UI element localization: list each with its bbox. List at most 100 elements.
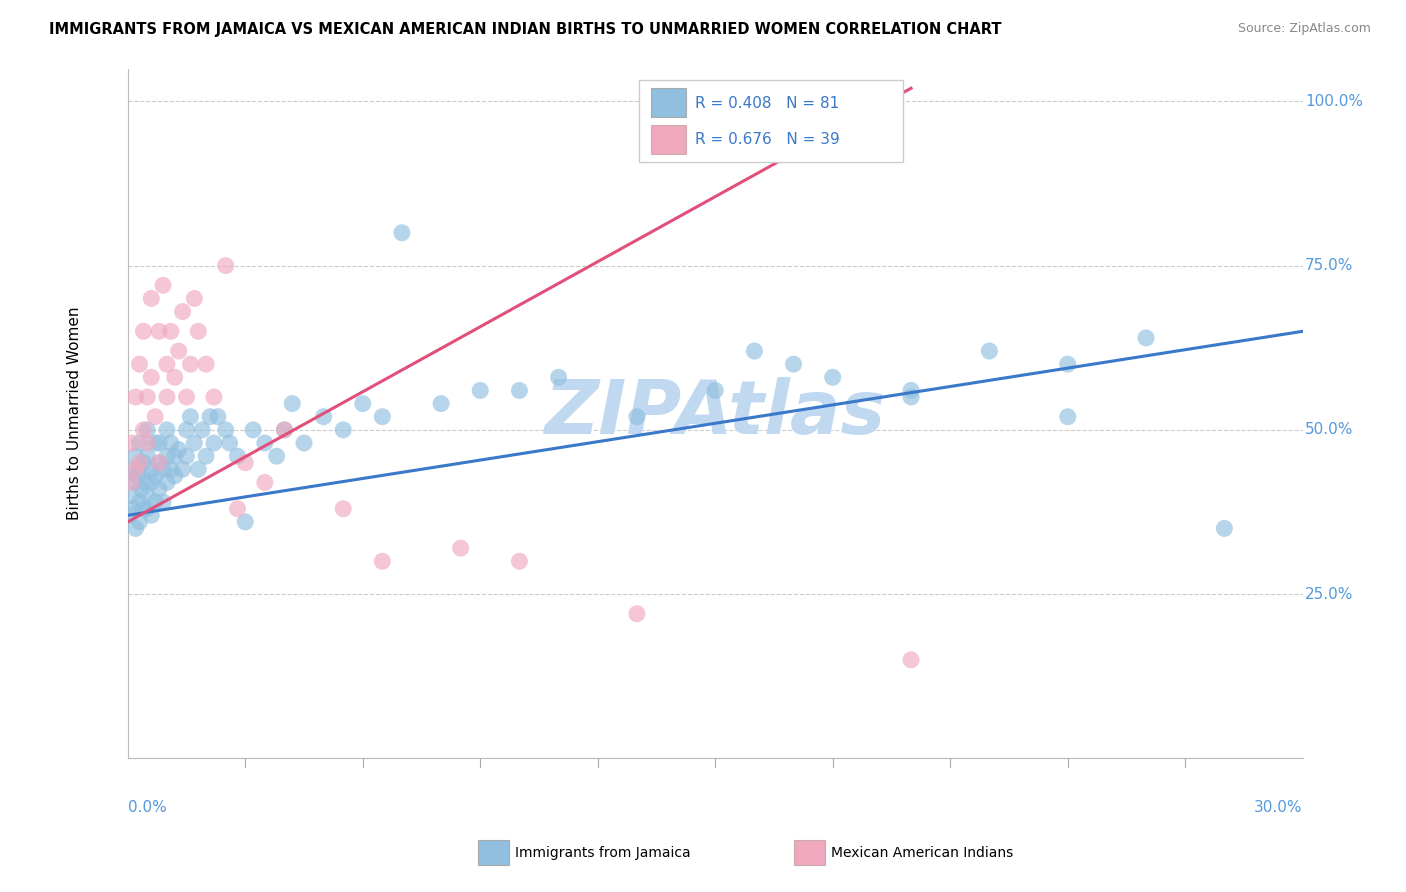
Point xyxy=(118,508,141,523)
Point xyxy=(821,370,844,384)
Point xyxy=(273,423,295,437)
Point xyxy=(128,456,150,470)
Point xyxy=(163,370,186,384)
Point xyxy=(1056,409,1078,424)
Point xyxy=(132,423,155,437)
Text: Mexican American Indians: Mexican American Indians xyxy=(831,846,1014,860)
Point xyxy=(136,390,159,404)
Point xyxy=(233,456,256,470)
Point xyxy=(1135,331,1157,345)
Point xyxy=(143,495,166,509)
Point xyxy=(160,436,183,450)
Point xyxy=(128,515,150,529)
Point xyxy=(141,462,163,476)
Point xyxy=(207,409,229,424)
Point xyxy=(124,390,146,404)
Text: Births to Unmarried Women: Births to Unmarried Women xyxy=(67,307,83,520)
Point xyxy=(141,475,163,490)
Point xyxy=(195,357,218,371)
Point xyxy=(292,436,315,450)
Text: 0.0%: 0.0% xyxy=(128,800,166,814)
Point xyxy=(198,409,221,424)
Point xyxy=(191,423,214,437)
Point xyxy=(470,384,492,398)
Point xyxy=(979,344,1001,359)
Bar xyxy=(651,125,686,153)
Point xyxy=(183,436,205,450)
Point xyxy=(163,468,186,483)
Point xyxy=(121,462,143,476)
Point xyxy=(626,409,648,424)
Point xyxy=(156,423,179,437)
Point xyxy=(273,423,295,437)
Point xyxy=(132,324,155,338)
Point xyxy=(332,501,354,516)
Point xyxy=(233,515,256,529)
Point xyxy=(371,554,394,568)
Point xyxy=(176,449,198,463)
Point xyxy=(215,259,238,273)
Point xyxy=(127,468,149,483)
Point xyxy=(124,462,146,476)
Point xyxy=(143,468,166,483)
Point xyxy=(121,489,143,503)
Point xyxy=(900,390,922,404)
Point xyxy=(148,456,170,470)
Point xyxy=(176,423,198,437)
Point xyxy=(124,475,146,490)
Text: ZIPAtlas: ZIPAtlas xyxy=(544,377,886,450)
Point xyxy=(266,449,288,463)
Point xyxy=(172,462,194,476)
Point xyxy=(152,462,174,476)
Point xyxy=(152,495,174,509)
Point xyxy=(900,384,922,398)
Point xyxy=(226,501,249,516)
Point xyxy=(156,357,179,371)
Point xyxy=(121,436,143,450)
Point xyxy=(226,449,249,463)
Point xyxy=(156,449,179,463)
Text: Source: ZipAtlas.com: Source: ZipAtlas.com xyxy=(1237,22,1371,36)
Point xyxy=(900,653,922,667)
Point xyxy=(626,607,648,621)
Point xyxy=(253,475,276,490)
Point xyxy=(148,482,170,496)
Text: R = 0.408   N = 81: R = 0.408 N = 81 xyxy=(695,95,839,111)
Point xyxy=(253,436,276,450)
Point xyxy=(156,475,179,490)
Point xyxy=(371,409,394,424)
Point xyxy=(124,449,146,463)
Point xyxy=(134,475,156,490)
Point xyxy=(508,554,530,568)
Point xyxy=(450,541,472,555)
Point xyxy=(744,344,766,359)
Point xyxy=(148,456,170,470)
Point xyxy=(352,396,374,410)
Point xyxy=(332,423,354,437)
Point xyxy=(124,521,146,535)
Point xyxy=(187,324,209,338)
Point xyxy=(136,501,159,516)
Bar xyxy=(651,88,686,117)
Point xyxy=(704,384,727,398)
Point xyxy=(136,436,159,450)
Point xyxy=(143,409,166,424)
Point xyxy=(176,390,198,404)
Point xyxy=(508,384,530,398)
Point xyxy=(163,449,186,463)
Point xyxy=(179,409,201,424)
Point xyxy=(202,390,225,404)
Text: IMMIGRANTS FROM JAMAICA VS MEXICAN AMERICAN INDIAN BIRTHS TO UNMARRIED WOMEN COR: IMMIGRANTS FROM JAMAICA VS MEXICAN AMERI… xyxy=(49,22,1001,37)
Point xyxy=(152,278,174,293)
Point xyxy=(547,370,569,384)
Text: 100.0%: 100.0% xyxy=(1305,94,1362,109)
Point xyxy=(132,456,155,470)
Point xyxy=(179,357,201,371)
Point xyxy=(128,357,150,371)
Point xyxy=(183,292,205,306)
Point xyxy=(141,292,163,306)
Text: 75.0%: 75.0% xyxy=(1305,258,1354,273)
Text: Immigrants from Jamaica: Immigrants from Jamaica xyxy=(515,846,690,860)
Point xyxy=(430,396,453,410)
FancyBboxPatch shape xyxy=(638,80,903,161)
